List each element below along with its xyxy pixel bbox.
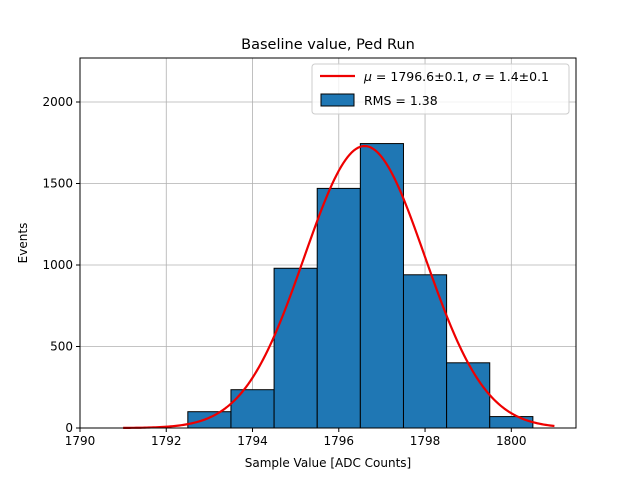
histogram-bar	[402, 274, 448, 429]
legend-histogram-label: RMS = 1.38	[364, 93, 438, 108]
legend-sigma-symbol: σ	[472, 69, 481, 84]
legend: μ = 1796.6±0.1, σ = 1.4±0.1 RMS = 1.38	[311, 63, 570, 115]
y-tick-label: 1000	[42, 258, 73, 272]
legend-fit-label: μ = 1796.6±0.1, σ = 1.4±0.1	[363, 69, 549, 84]
legend-mu-symbol: μ	[363, 69, 372, 84]
y-tick-label: 2000	[42, 95, 73, 109]
gaussian-fit-curve	[123, 144, 555, 430]
y-axis-label: Events	[16, 223, 30, 264]
x-tick-label: 1792	[151, 434, 182, 448]
histogram-bar	[273, 267, 318, 429]
legend-box	[311, 63, 570, 115]
y-tick-label: 500	[50, 340, 73, 354]
axis-ticks: 1790 1792 1794 1796 1798 1800 0 500 1000 1500 2000	[42, 95, 526, 448]
y-tick-label: 1500	[42, 177, 73, 191]
histogram-bars	[187, 143, 534, 429]
histogram-bar	[230, 389, 275, 429]
x-tick-label: 1798	[410, 434, 441, 448]
x-tick-label: 1794	[237, 434, 268, 448]
histogram-bar	[446, 362, 491, 429]
legend-mu-text: = 1796.6±0.1,	[372, 69, 472, 84]
legend-histogram-swatch	[320, 93, 355, 107]
x-axis-label: Sample Value [ADC Counts]	[245, 456, 411, 470]
x-tick-label: 1790	[65, 434, 96, 448]
x-tick-label: 1796	[324, 434, 355, 448]
legend-sigma-text: = 1.4±0.1	[480, 69, 549, 84]
plot-frame	[79, 57, 577, 429]
x-tick-label: 1800	[496, 434, 527, 448]
y-tick-label: 0	[65, 421, 73, 435]
histogram-bar	[316, 187, 361, 429]
chart-title: Baseline value, Ped Run	[241, 37, 415, 53]
histogram-bar	[489, 416, 534, 429]
histogram-bar	[187, 411, 232, 429]
fit-curve-group	[123, 144, 555, 430]
